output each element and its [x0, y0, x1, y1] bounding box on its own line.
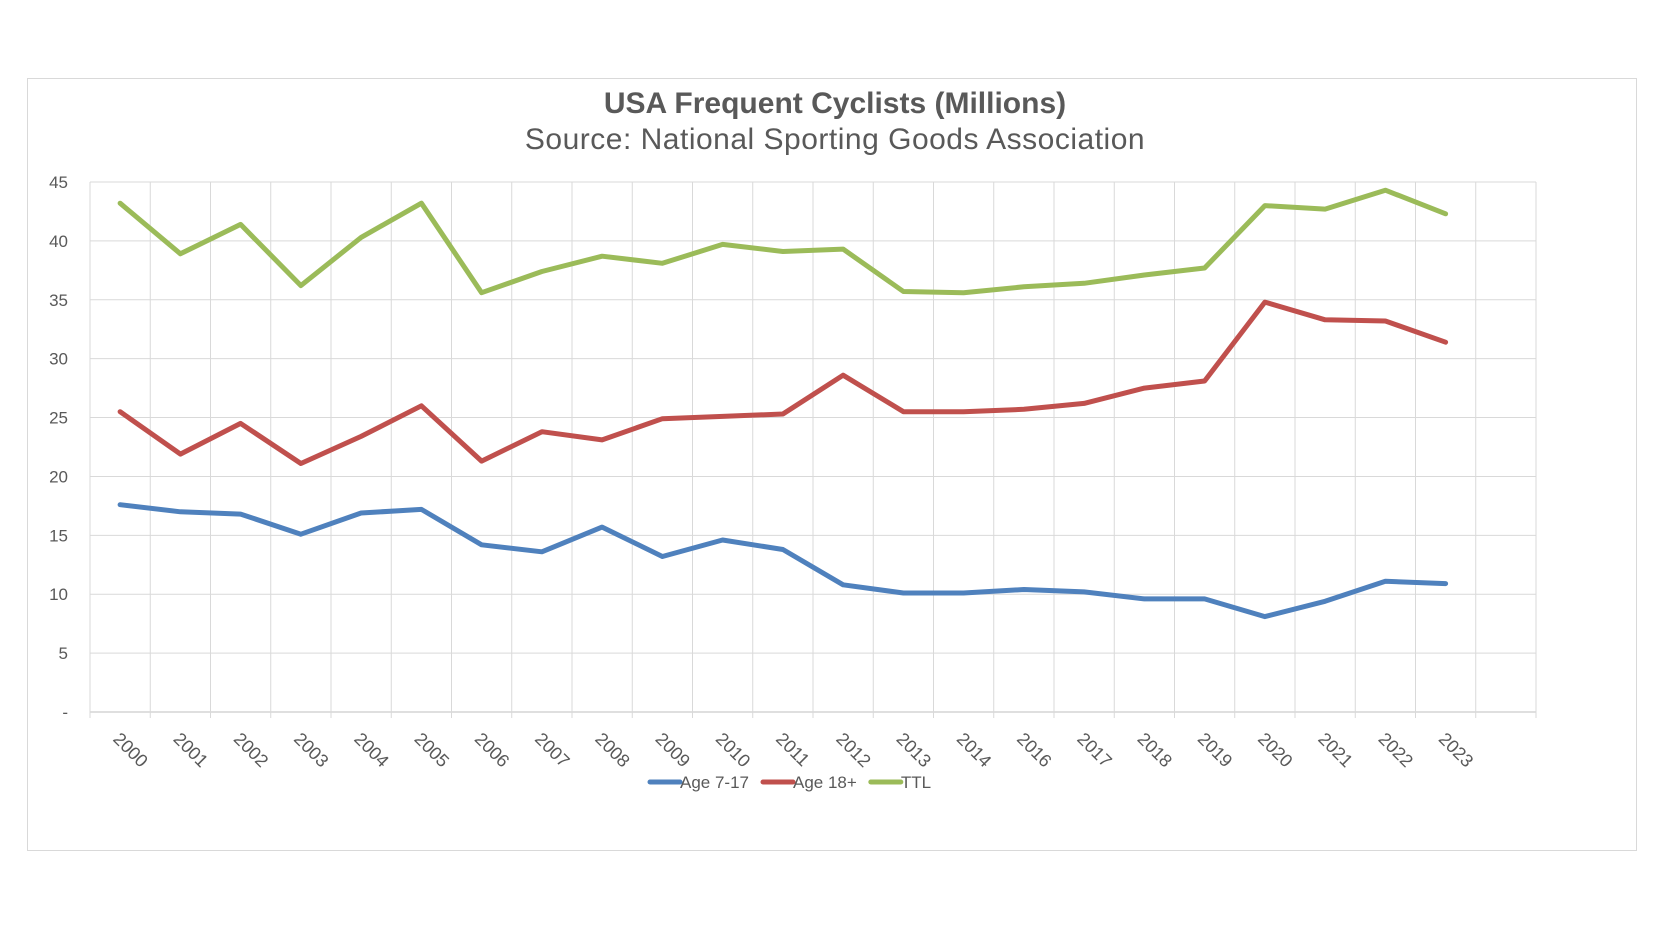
y-axis-ticks: - 5 10 15 20 25 30 35 40 45	[49, 173, 68, 722]
x-tick-label: 2018	[1134, 729, 1176, 771]
line-chart: USA Frequent Cyclists (Millions) Source:…	[49, 87, 1537, 792]
legend-label-age-18-: Age 18+	[793, 773, 857, 792]
x-axis-ticks: 2000 2001 2002 2003 2004 2005 2006 2007 2008 2009…	[109, 729, 1477, 771]
series-line-age-18-	[117, 299, 1449, 466]
x-tick-label: 2014	[953, 729, 995, 771]
y-tick-label: -	[62, 703, 68, 722]
x-tick-label: 2010	[712, 729, 754, 771]
x-tick-label: 2008	[591, 729, 633, 771]
y-tick-label: 40	[49, 232, 68, 251]
x-tick-label: 2021	[1314, 729, 1356, 771]
x-tick-label: 2004	[350, 729, 392, 771]
chart-frame: USA Frequent Cyclists (Millions) Source:…	[27, 78, 1637, 851]
y-tick-label: 15	[49, 526, 68, 545]
y-tick-label: 35	[49, 291, 68, 310]
x-tick-label: 2023	[1435, 729, 1477, 771]
chart-title: USA Frequent Cyclists (Millions)	[604, 87, 1066, 120]
x-tick-label: 2013	[893, 729, 935, 771]
x-tick-label: 2017	[1073, 729, 1115, 771]
y-tick-label: 45	[49, 173, 68, 192]
x-tick-label: 2005	[411, 729, 453, 771]
series-lines	[117, 187, 1449, 620]
x-tick-label: 2006	[471, 729, 513, 771]
legend: Age 7-17 Age 18+ TTL	[647, 773, 931, 792]
series-line-ttl	[117, 187, 1449, 296]
x-tick-label: 2001	[170, 729, 212, 771]
x-tick-label: 2007	[531, 729, 573, 771]
x-tick-label: 2009	[652, 729, 694, 771]
x-tick-label: 2012	[832, 729, 874, 771]
y-tick-label: 10	[49, 585, 68, 604]
y-tick-label: 5	[59, 644, 68, 663]
legend-label-age-7-17: Age 7-17	[680, 773, 749, 792]
x-tick-label: 2002	[230, 729, 272, 771]
x-tick-label: 2000	[109, 729, 151, 771]
x-tick-label: 2011	[772, 729, 814, 771]
x-tick-label: 2016	[1013, 729, 1055, 771]
y-tick-label: 25	[49, 409, 68, 428]
y-tick-label: 20	[49, 467, 68, 486]
legend-label-ttl: TTL	[901, 773, 931, 792]
x-tick-label: 2019	[1194, 729, 1236, 771]
x-tick-label: 2003	[290, 729, 332, 771]
series-line-age-7-17	[117, 502, 1449, 620]
grid	[89, 181, 1537, 718]
chart-subtitle: Source: National Sporting Goods Associat…	[525, 123, 1145, 156]
x-tick-label: 2022	[1375, 729, 1417, 771]
x-tick-label: 2020	[1254, 729, 1296, 771]
y-tick-label: 30	[49, 350, 68, 369]
